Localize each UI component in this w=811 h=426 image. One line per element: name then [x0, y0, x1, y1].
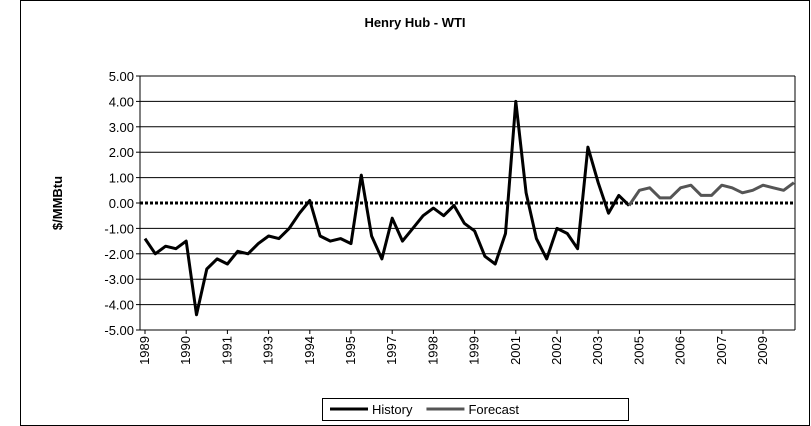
y-tick-label: 5.00	[109, 69, 134, 84]
x-tick-label: 1991	[219, 336, 234, 365]
x-tick-label: 1990	[178, 336, 193, 365]
x-tick-label: 2005	[631, 336, 646, 365]
x-tick-label: 1998	[425, 336, 440, 365]
x-tick-label: 2003	[590, 336, 605, 365]
x-tick-label: 1993	[261, 336, 276, 365]
legend-label: History	[372, 402, 413, 417]
chart-title: Henry Hub - WTI	[364, 15, 465, 30]
x-tick-label: 1995	[343, 336, 358, 365]
y-tick-label: 2.00	[109, 145, 134, 160]
legend: History Forecast	[322, 398, 629, 421]
series-line	[143, 99, 631, 317]
legend-box	[322, 398, 629, 421]
x-tick-label: 2002	[549, 336, 564, 365]
x-tick-label: 2007	[714, 336, 729, 365]
x-tick-label: 2001	[508, 336, 523, 365]
x-tick-label: 1989	[137, 336, 152, 365]
y-tick-label: -1.00	[104, 221, 134, 236]
y-tick-label: 3.00	[109, 120, 134, 135]
x-tick-label: 1999	[467, 336, 482, 365]
y-tick-label: 1.00	[109, 171, 134, 186]
x-tick-label: 1997	[384, 336, 399, 365]
y-tick-label: 4.00	[109, 94, 134, 109]
y-tick-label: -5.00	[104, 323, 134, 338]
y-tick-label: 0.00	[109, 196, 134, 211]
x-tick-label: 2009	[755, 336, 770, 365]
legend-label: Forecast	[468, 402, 519, 417]
series-line	[627, 181, 795, 207]
y-tick-label: -4.00	[104, 298, 134, 313]
x-tick-label: 2006	[673, 336, 688, 365]
y-tick-label: -3.00	[104, 272, 134, 287]
y-axis-label: $/MMBtu	[50, 176, 65, 230]
y-tick-label: -2.00	[104, 247, 134, 262]
x-tick-label: 1994	[302, 336, 317, 365]
